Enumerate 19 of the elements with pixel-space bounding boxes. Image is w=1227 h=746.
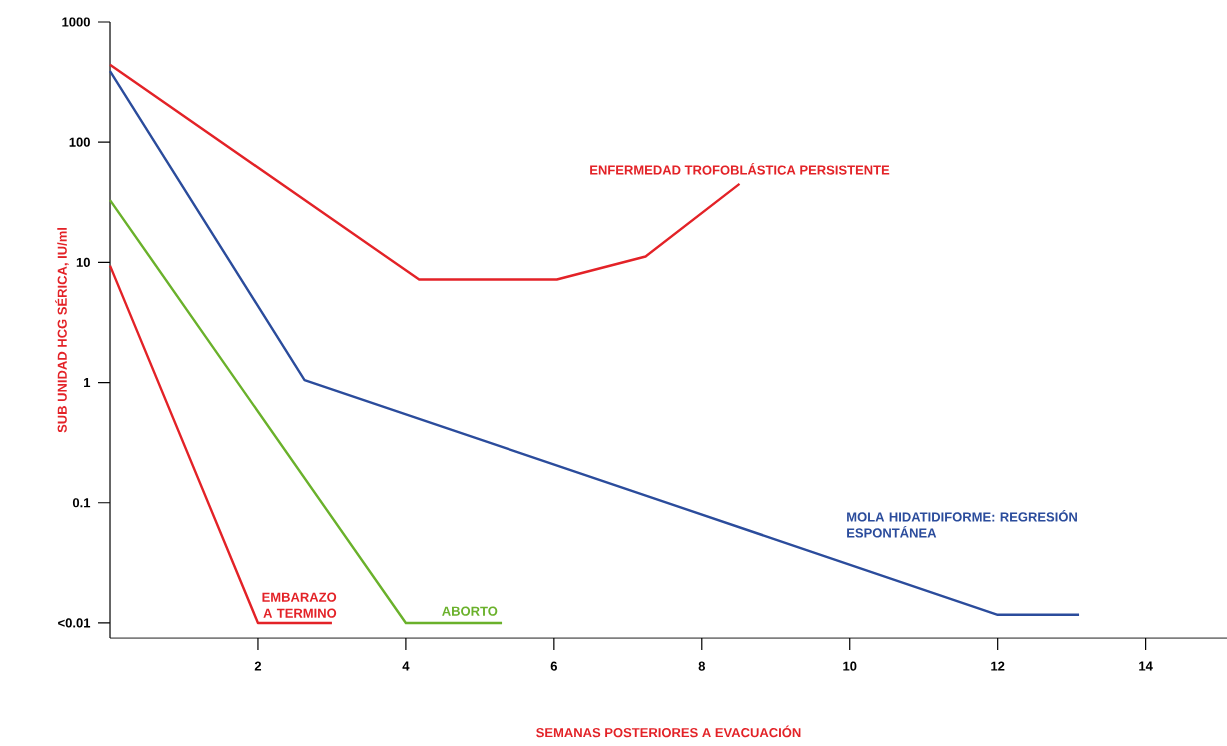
y-tick-label: 1000: [62, 17, 90, 27]
y-tick-label: 0.1: [72, 498, 91, 508]
y-tick-label: 100: [69, 137, 90, 147]
x-tick-label: 8: [698, 661, 706, 671]
x-axis-title: SEMANAS POSTERIORES A EVACUACIÓN: [536, 725, 801, 738]
y-tick-label: 1: [84, 378, 91, 388]
series-label: MOLA HIDATIDIFORME: REGRESIÓN ESPONTÁNEA: [847, 509, 1077, 538]
x-tick-label: 14: [1139, 661, 1153, 671]
y-tick-label: 10: [76, 257, 90, 267]
x-tick-label: 12: [991, 661, 1005, 671]
series-label: EMBARAZO A TERMINO: [262, 592, 337, 618]
series-label: ENFERMEDAD TROFOBLÁSTICA PERSISTENTE: [590, 163, 890, 175]
y-axis-title: SUB UNIDAD HCG SÉRICA, IU/ml: [55, 228, 69, 433]
x-tick-label: 6: [550, 661, 557, 671]
series-label: ABORTO: [442, 606, 498, 616]
x-tick-label: 2: [254, 661, 262, 671]
x-tick-label: 4: [402, 661, 410, 671]
y-tick-label: <0.01: [58, 618, 91, 628]
x-tick-label: 10: [843, 661, 857, 671]
